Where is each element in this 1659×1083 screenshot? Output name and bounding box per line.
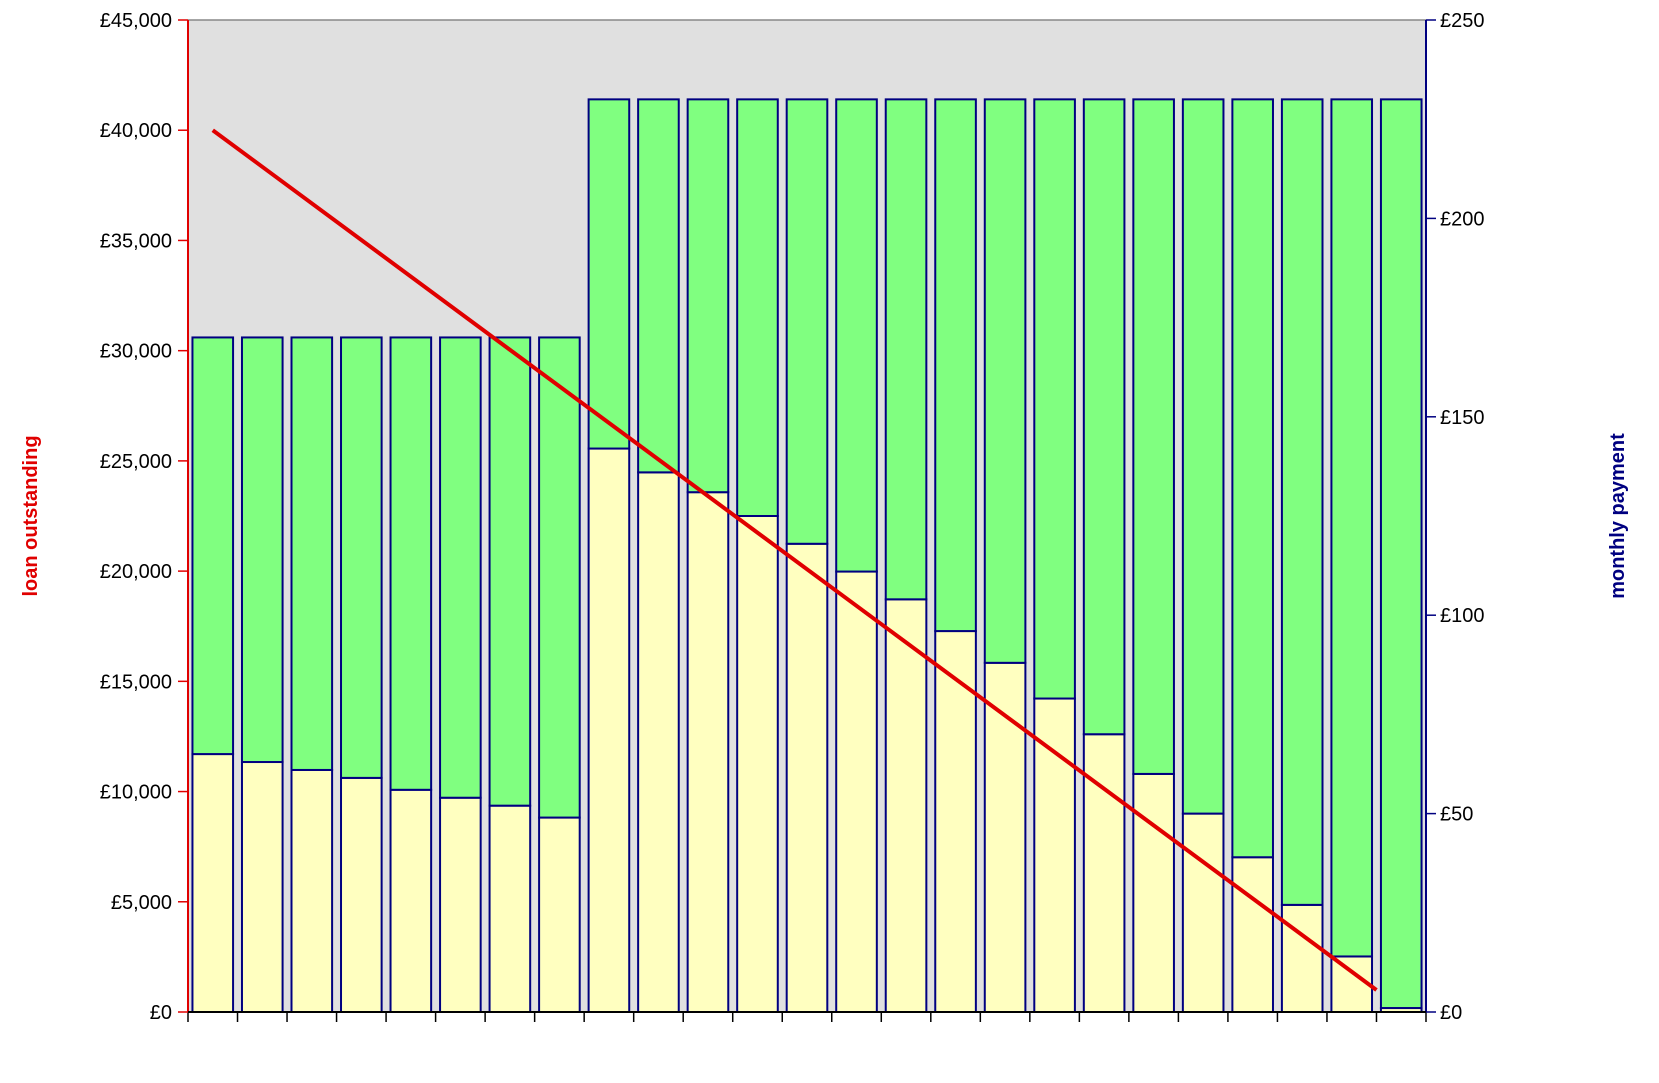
- bar-interest-21: [1181, 812, 1225, 1013]
- left-tick-label: £25,000: [100, 451, 172, 473]
- bar-interest-5: [389, 788, 433, 1013]
- left-tick-label: £20,000: [100, 561, 172, 583]
- bar-interest-10: [637, 471, 680, 1013]
- right-axis-title: monthly payment: [1607, 433, 1629, 599]
- left-axis-title: loan outstanding: [20, 435, 42, 596]
- bar-interest-4: [340, 776, 383, 1013]
- bar-interest-16: [934, 630, 977, 1014]
- bar-capital-12: [736, 98, 779, 518]
- bar-capital-17: [983, 98, 1027, 664]
- bars-layer: [191, 98, 1423, 1014]
- bar-capital-1: [191, 336, 235, 756]
- bar-capital-18: [1033, 98, 1076, 700]
- bar-capital-9: [587, 98, 631, 450]
- bar-capital-8: [538, 336, 581, 819]
- bar-interest-2: [240, 761, 284, 1013]
- bar-capital-13: [785, 98, 829, 545]
- bar-interest-20: [1132, 772, 1175, 1013]
- bar-interest-23: [1280, 903, 1324, 1014]
- bar-interest-22: [1231, 856, 1274, 1013]
- bar-capital-23: [1280, 98, 1324, 906]
- right-tick-label: £150: [1440, 407, 1485, 429]
- bar-capital-19: [1082, 98, 1126, 736]
- left-tick-label: £30,000: [100, 341, 172, 363]
- bar-interest-3: [290, 768, 334, 1014]
- right-tick-label: £50: [1440, 804, 1473, 826]
- left-tick-label: £15,000: [100, 671, 172, 693]
- bar-capital-21: [1181, 98, 1225, 815]
- axes-layer: £0 £5,000 £10,000 £15,000 £20,000 £25,000 £30,…: [100, 10, 1485, 1024]
- left-tick-label: £5,000: [111, 892, 172, 914]
- bar-capital-3: [290, 336, 334, 771]
- bar-capital-24: [1330, 98, 1374, 958]
- bar-interest-1: [191, 753, 235, 1014]
- bar-capital-5: [389, 336, 433, 791]
- bar-capital-11: [686, 98, 730, 494]
- bar-interest-11: [686, 491, 730, 1013]
- bar-capital-20: [1132, 98, 1175, 775]
- bar-interest-18: [1033, 697, 1076, 1013]
- right-tick-label: £100: [1440, 605, 1485, 627]
- bar-interest-12: [736, 515, 779, 1013]
- right-tick-label: £250: [1440, 10, 1485, 32]
- bar-capital-7: [488, 336, 532, 807]
- bar-capital-4: [340, 336, 383, 779]
- bar-capital-15: [884, 98, 928, 601]
- bar-capital-2: [240, 336, 284, 764]
- right-tick-label: £0: [1440, 1002, 1462, 1024]
- bar-capital-6: [439, 336, 482, 799]
- left-tick-label: £10,000: [100, 782, 172, 804]
- bar-interest-8: [538, 816, 581, 1013]
- left-tick-label: £0: [150, 1002, 172, 1024]
- bar-interest-15: [884, 598, 928, 1013]
- bar-capital-25: [1379, 98, 1423, 1010]
- line-layer: [211, 128, 1378, 992]
- bar-interest-9: [587, 447, 631, 1013]
- bar-capital-10: [637, 98, 680, 474]
- bar-capital-16: [934, 98, 977, 633]
- left-tick-label: £45,000: [100, 10, 172, 32]
- bar-interest-14: [835, 570, 878, 1013]
- left-tick-label: £35,000: [100, 230, 172, 252]
- loan-outstanding-line: [211, 128, 1378, 992]
- right-tick-label: £200: [1440, 208, 1485, 230]
- bar-interest-6: [439, 796, 482, 1014]
- bar-interest-13: [785, 542, 829, 1013]
- bar-capital-22: [1231, 98, 1274, 859]
- left-tick-label: £40,000: [100, 120, 172, 142]
- bar-capital-14: [835, 98, 878, 573]
- bar-interest-7: [488, 804, 532, 1013]
